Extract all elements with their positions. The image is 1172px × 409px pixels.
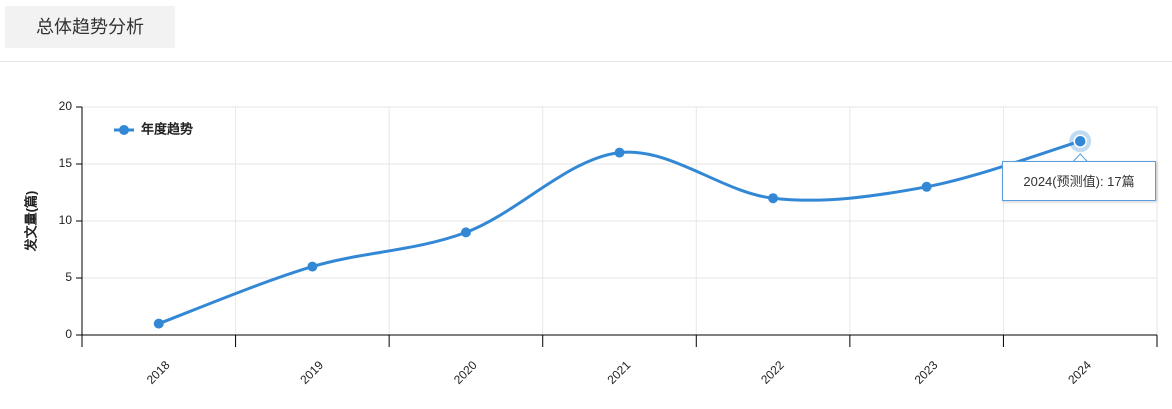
divider (0, 61, 1172, 62)
x-tick-label: 2021 (605, 358, 634, 387)
tooltip: 2024(预测值): 17篇 (1002, 161, 1156, 201)
y-tick-label: 10 (59, 213, 73, 227)
y-tick-label: 20 (59, 99, 73, 113)
point (921, 181, 932, 192)
point (768, 193, 779, 204)
legend-marker (119, 125, 129, 135)
y-tick-label: 15 (59, 156, 73, 170)
tooltip-arrow (1072, 153, 1088, 162)
x-tick-label: 2020 (451, 358, 480, 387)
point (153, 318, 164, 329)
line (158, 139, 1081, 326)
x-tick-label: 2024 (1065, 358, 1094, 387)
x-tick-label: 2023 (912, 358, 941, 387)
x-tick-label: 2018 (144, 358, 173, 387)
tab[interactable]: 总体趋势分析 (5, 6, 175, 48)
y-tick-label: 0 (65, 327, 72, 341)
legend-label[interactable]: 年度趋势 (141, 121, 193, 136)
y-axis-label: 发文量(篇) (23, 191, 38, 253)
x-tick-label: 2019 (297, 358, 326, 387)
x-tick-label: 2022 (758, 358, 787, 387)
point (307, 261, 318, 272)
point (614, 147, 625, 158)
point (1073, 134, 1087, 148)
point (460, 227, 471, 238)
y-tick-label: 5 (65, 270, 72, 284)
